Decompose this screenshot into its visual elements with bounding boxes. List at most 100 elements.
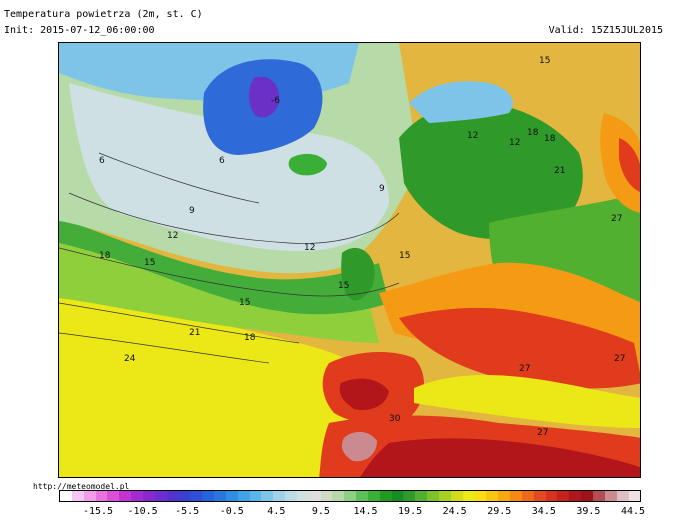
atlas-highlands bbox=[341, 431, 377, 462]
color-scale-labels: -15.5 -10.5 -5.5 -0.5 4.5 9.5 14.5 19.5 24.5 29.5… bbox=[0, 506, 700, 520]
contour-label: 21 bbox=[189, 328, 200, 338]
contour-label: 12 bbox=[167, 231, 178, 241]
color-swatch bbox=[237, 491, 250, 501]
contour-label: 15 bbox=[399, 251, 410, 261]
contour-label: 9 bbox=[379, 184, 385, 194]
scale-label: 4.5 bbox=[267, 506, 286, 517]
color-swatch bbox=[604, 491, 617, 501]
color-swatch bbox=[320, 491, 333, 501]
color-swatch bbox=[450, 491, 463, 501]
color-swatch bbox=[486, 491, 499, 501]
color-swatch bbox=[391, 491, 404, 501]
contour-label: 30 bbox=[389, 414, 401, 424]
color-swatch bbox=[261, 491, 274, 501]
color-swatch bbox=[202, 491, 214, 501]
init-time: Init: 2015-07-12_06:00:00 bbox=[4, 25, 155, 36]
contour-label: -6 bbox=[271, 96, 280, 106]
color-swatch bbox=[190, 491, 203, 501]
greenland-core bbox=[248, 76, 280, 118]
contour-label: 18 bbox=[244, 333, 256, 343]
color-swatch bbox=[60, 491, 72, 501]
valid-time: Valid: 15Z15JUL2015 bbox=[548, 25, 663, 36]
color-swatch bbox=[296, 491, 309, 501]
color-swatch bbox=[332, 491, 345, 501]
color-swatch bbox=[616, 491, 629, 501]
ice-light-band bbox=[69, 83, 389, 252]
scale-label: -5.5 bbox=[175, 506, 200, 517]
color-swatch bbox=[131, 491, 143, 501]
color-swatch bbox=[356, 491, 368, 501]
map-canvas: -6 6 9 12 12 9 6 12 15 18 18 15 12 15 15… bbox=[59, 43, 640, 477]
contour-label: 9 bbox=[189, 206, 195, 216]
contour-label: 12 bbox=[467, 131, 478, 141]
contour-label: 27 bbox=[519, 364, 530, 374]
contour-label: 15 bbox=[144, 258, 155, 268]
scale-label: 19.5 bbox=[398, 506, 423, 517]
scale-label: 14.5 bbox=[353, 506, 378, 517]
scale-label: -10.5 bbox=[127, 506, 158, 517]
color-swatch bbox=[569, 491, 582, 501]
color-swatch bbox=[462, 491, 475, 501]
color-swatch bbox=[592, 491, 605, 501]
color-swatch bbox=[71, 491, 84, 501]
ocean-mid bbox=[59, 218, 389, 315]
contour-label: 18 bbox=[99, 251, 111, 261]
color-swatch bbox=[427, 491, 439, 501]
source-credit: http://meteomodel.pl bbox=[33, 482, 130, 491]
scale-label: 39.5 bbox=[576, 506, 601, 517]
scale-label: 24.5 bbox=[442, 506, 467, 517]
color-scale bbox=[59, 490, 641, 502]
iceland bbox=[288, 153, 327, 176]
color-swatch bbox=[249, 491, 262, 501]
color-swatch bbox=[142, 491, 155, 501]
scandinavia bbox=[399, 102, 583, 240]
color-swatch bbox=[119, 491, 132, 501]
color-swatch bbox=[154, 491, 167, 501]
color-swatch bbox=[83, 491, 96, 501]
contour-18 bbox=[59, 302, 300, 344]
contour-15 bbox=[59, 247, 400, 297]
southern-europe bbox=[399, 307, 640, 389]
color-swatch bbox=[308, 491, 321, 501]
color-swatch bbox=[344, 491, 357, 501]
contour-label: 27 bbox=[611, 214, 622, 224]
scale-label: 44.5 bbox=[620, 506, 646, 517]
contour-label: 15 bbox=[338, 281, 349, 291]
scale-label: 9.5 bbox=[311, 506, 330, 517]
british-isles bbox=[341, 247, 375, 301]
contour-label: 15 bbox=[539, 56, 550, 66]
contour-21 bbox=[59, 332, 270, 364]
contour-label: 27 bbox=[614, 354, 625, 364]
color-swatch bbox=[628, 491, 641, 501]
color-swatch bbox=[581, 491, 593, 501]
color-swatch bbox=[285, 491, 297, 501]
contour-label: 18 bbox=[544, 134, 556, 144]
chart-title: Temperatura powietrza (2m, st. C) bbox=[4, 9, 203, 20]
sahara-hot bbox=[360, 438, 640, 477]
contour-label: 27 bbox=[537, 428, 548, 438]
contour-label: 6 bbox=[99, 156, 105, 166]
contour-9 bbox=[98, 152, 260, 204]
russia-hot bbox=[619, 138, 640, 193]
color-swatch bbox=[439, 491, 451, 501]
contour-label: 15 bbox=[239, 298, 250, 308]
color-swatch bbox=[557, 491, 570, 501]
scale-label: -15.5 bbox=[82, 506, 114, 517]
contour-label: 6 bbox=[219, 156, 225, 166]
color-swatch bbox=[166, 491, 179, 501]
mediterranean-sea bbox=[414, 375, 640, 428]
color-swatch bbox=[403, 491, 416, 501]
color-swatch bbox=[95, 491, 108, 501]
scale-label: 29.5 bbox=[487, 506, 512, 517]
contour-label: 18 bbox=[527, 128, 539, 138]
contour-label: 12 bbox=[304, 243, 315, 253]
color-swatch bbox=[415, 491, 428, 501]
ocean-yellow bbox=[59, 293, 379, 477]
color-swatch bbox=[510, 491, 522, 501]
color-swatch bbox=[533, 491, 546, 501]
color-swatch bbox=[273, 491, 286, 501]
scale-label: 34.5 bbox=[531, 506, 556, 517]
color-swatch bbox=[521, 491, 534, 501]
contour-labels: -6 6 9 12 12 9 6 12 15 18 18 15 12 15 15… bbox=[99, 56, 625, 438]
iberia-core bbox=[339, 378, 389, 411]
